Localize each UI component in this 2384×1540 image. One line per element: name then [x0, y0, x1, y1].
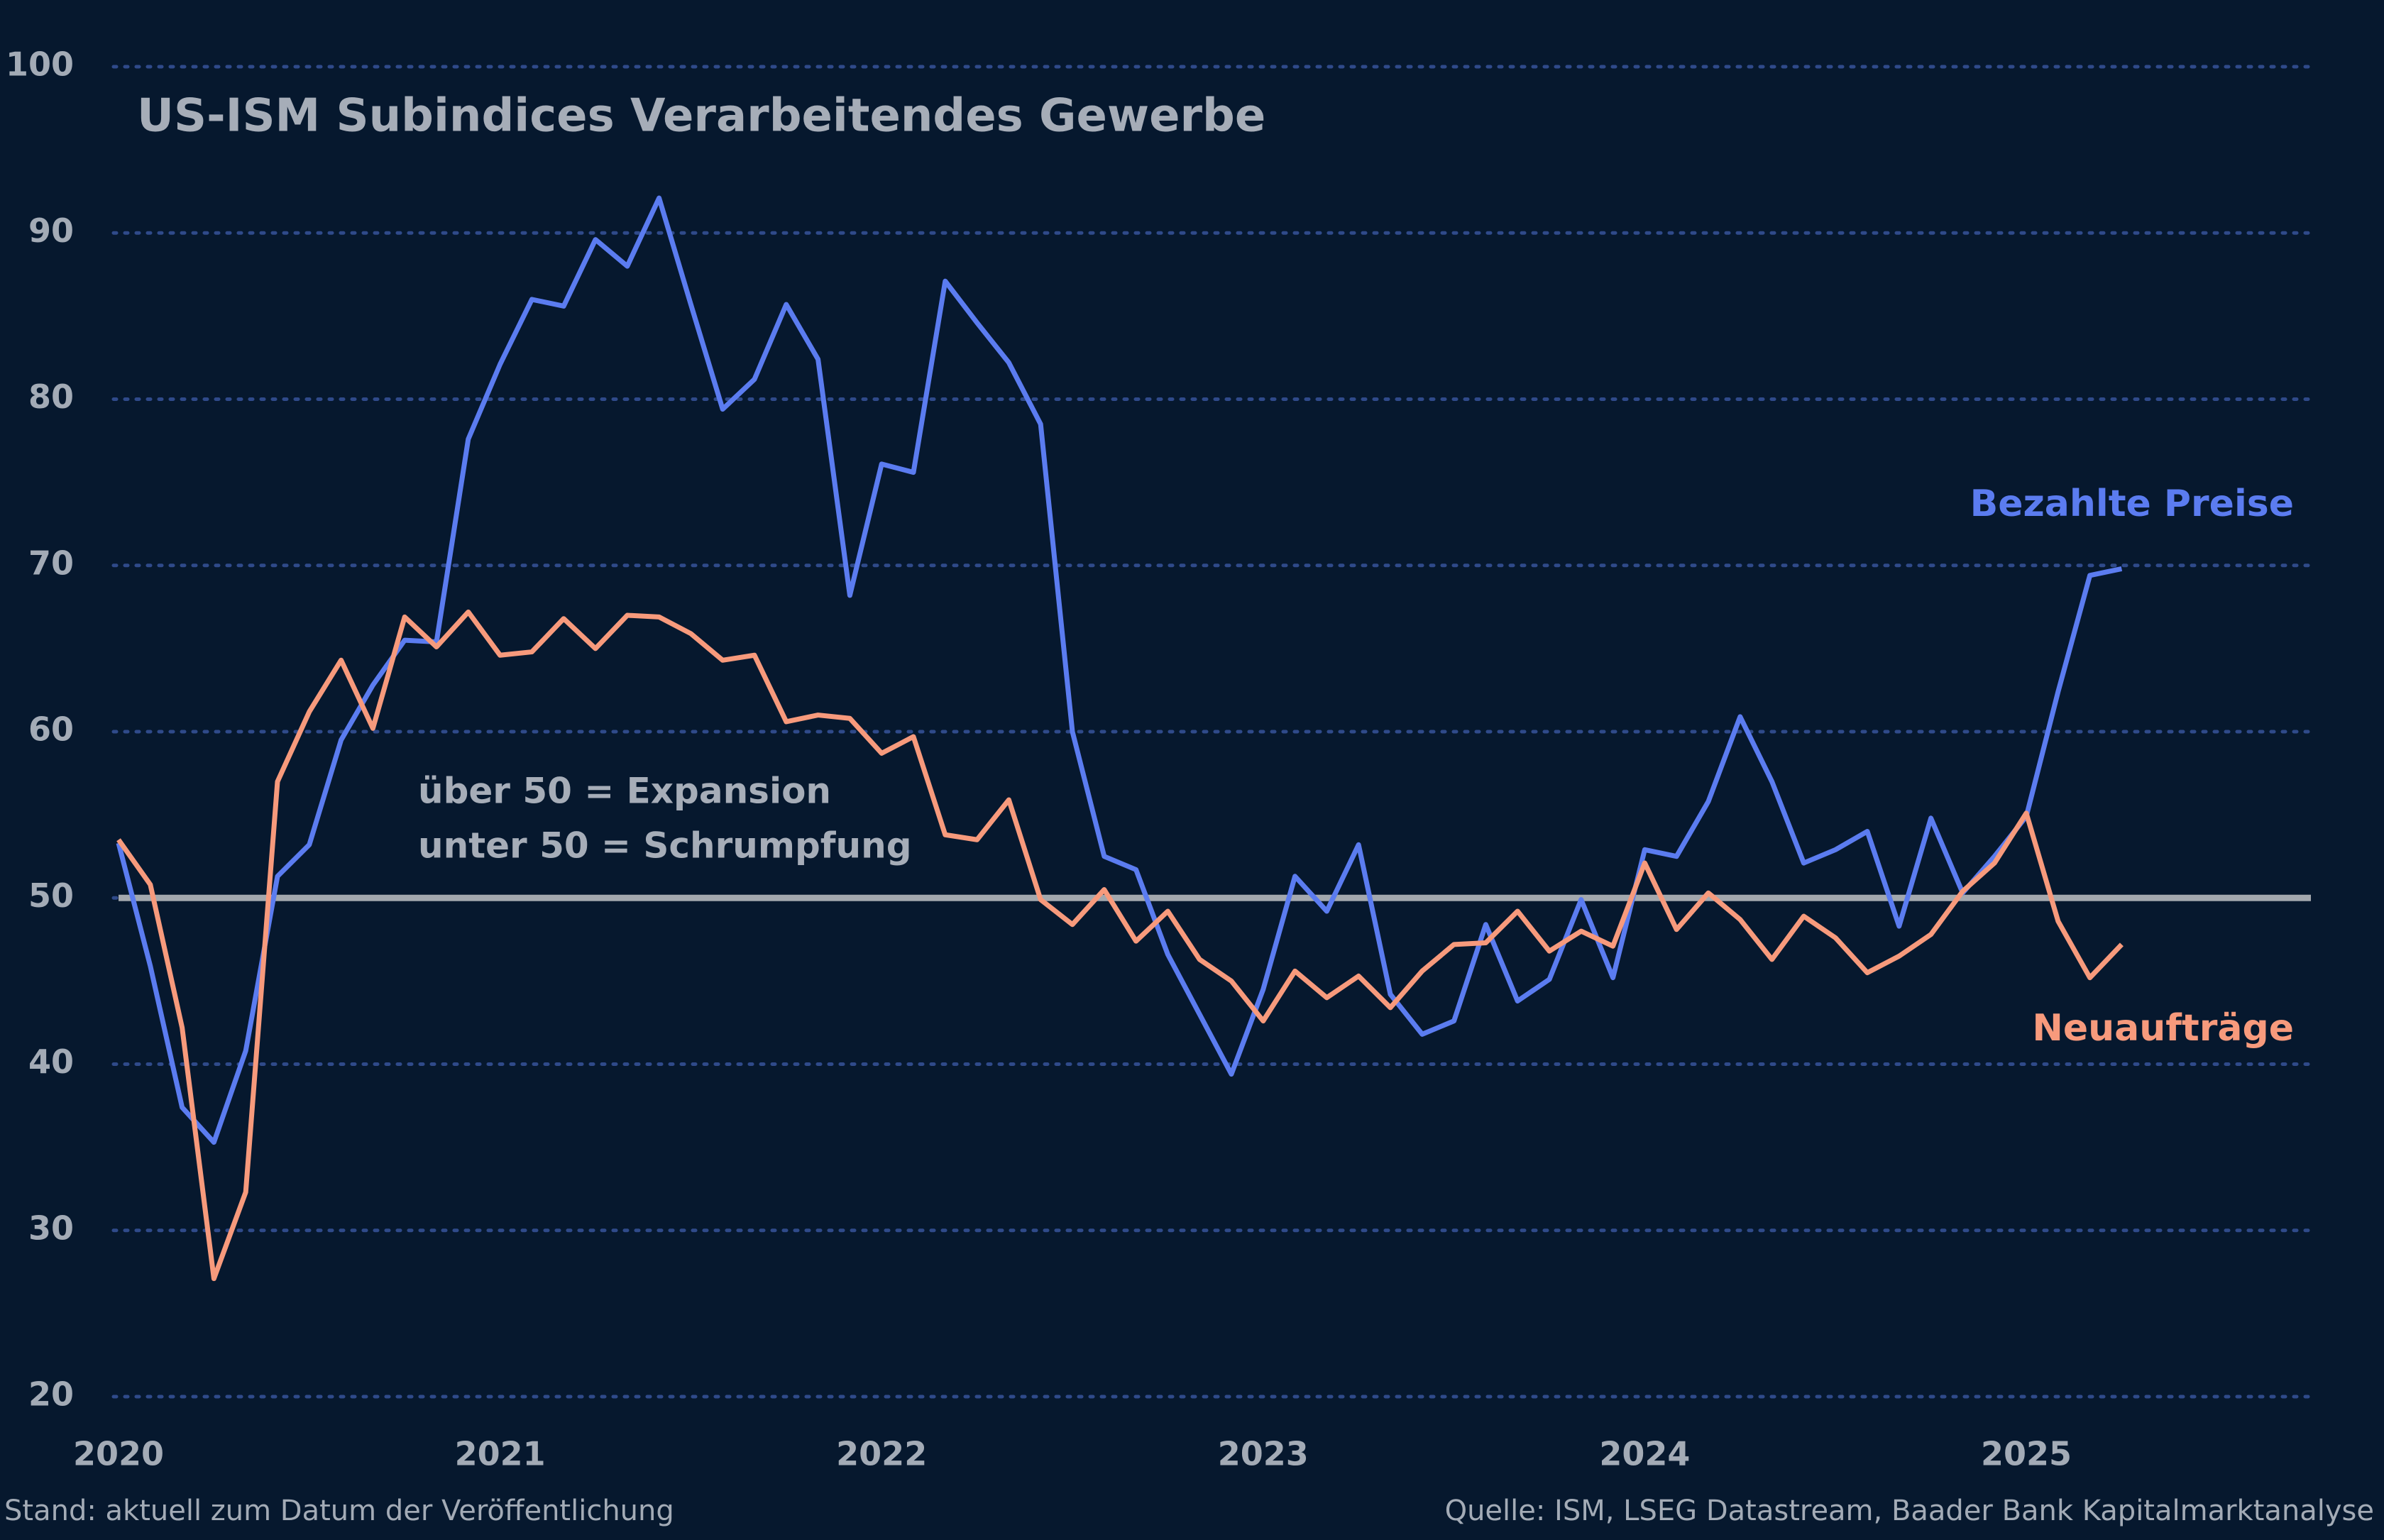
y-tick-label: 90 — [28, 211, 74, 250]
y-tick-label: 50 — [28, 876, 74, 915]
series-line — [116, 195, 2123, 1145]
chart-title: US-ISM Subindices Verarbeitendes Gewerbe — [137, 90, 1265, 143]
footer-note: Stand: aktuell zum Datum der Veröffentli… — [4, 1495, 674, 1527]
x-tick-label: 2024 — [1599, 1435, 1690, 1473]
y-tick-label: 70 — [28, 544, 74, 582]
x-tick-label: 2023 — [1218, 1435, 1309, 1473]
y-tick-label: 30 — [28, 1209, 74, 1247]
y-tick-label: 80 — [28, 378, 74, 416]
x-tick-label: 2021 — [455, 1435, 546, 1473]
series-line — [116, 609, 2124, 1282]
x-tick-label: 2022 — [836, 1435, 927, 1473]
y-tick-label: 100 — [6, 45, 74, 84]
x-tick-label: 2025 — [1981, 1435, 2072, 1473]
series-label: Neuaufträge — [2032, 1007, 2294, 1050]
y-tick-label: 20 — [28, 1375, 74, 1414]
series-label: Bezahlte Preise — [1970, 483, 2294, 525]
annotation: unter 50 = Schrumpfung — [418, 825, 911, 867]
y-tick-label: 40 — [28, 1043, 74, 1081]
annotation: über 50 = Expansion — [418, 771, 831, 812]
footer-source: Quelle: ISM, LSEG Datastream, Baader Ban… — [1445, 1495, 2374, 1527]
x-tick-label: 2020 — [73, 1435, 164, 1473]
y-tick-label: 60 — [28, 710, 74, 749]
